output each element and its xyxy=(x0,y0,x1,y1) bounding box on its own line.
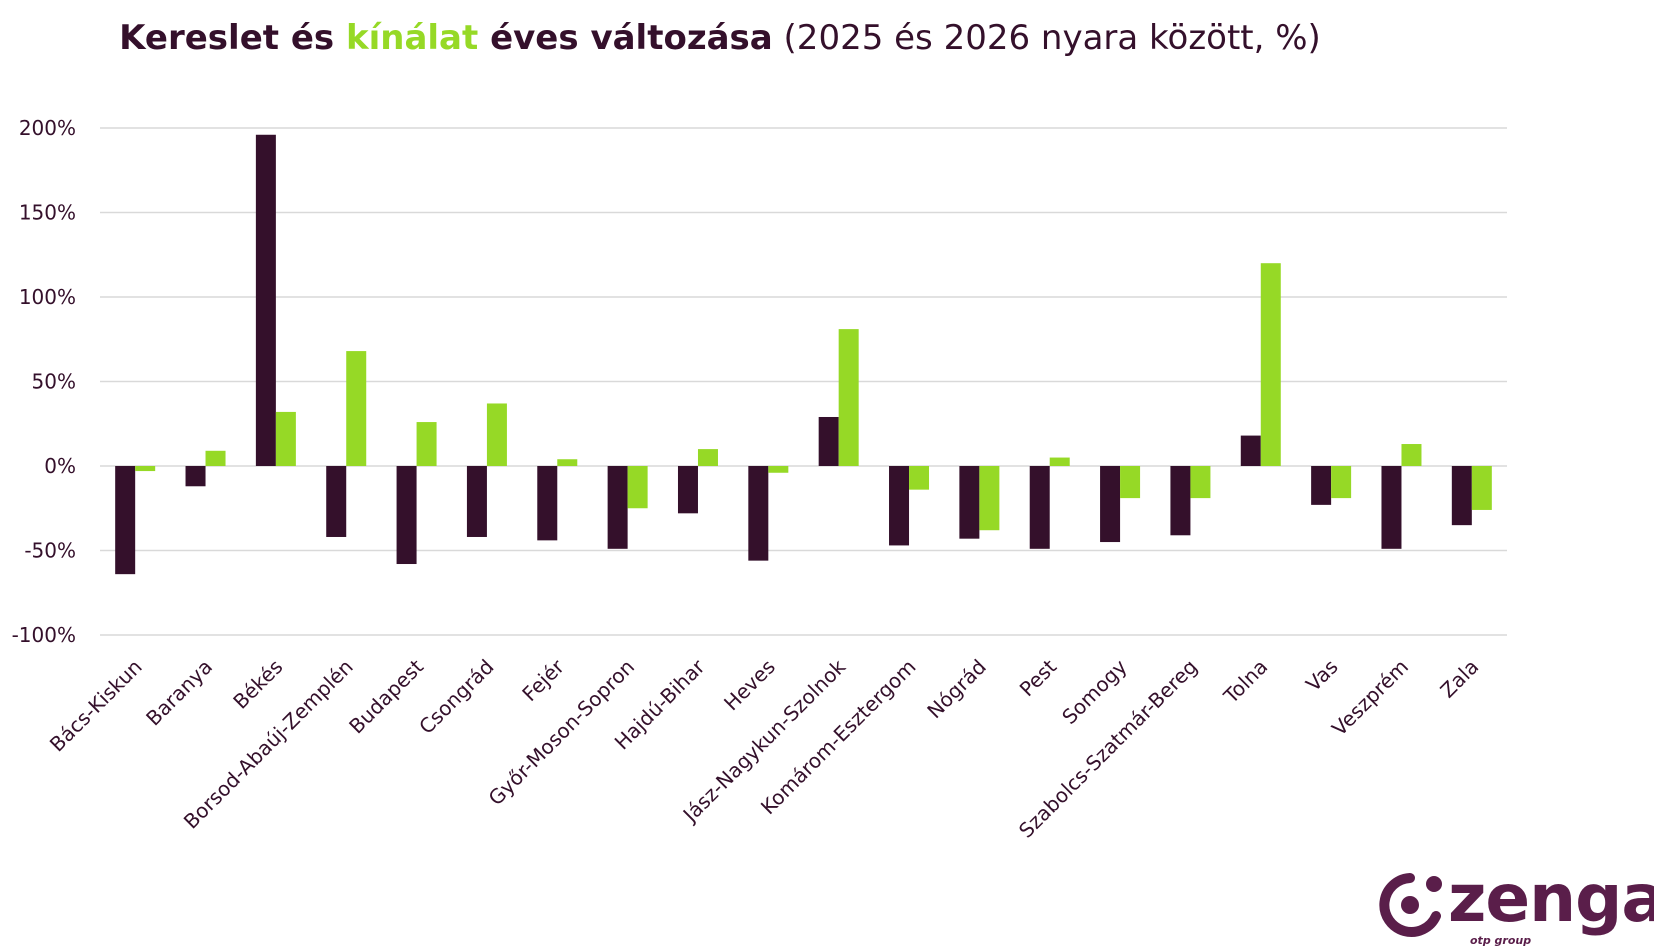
bar-supply xyxy=(768,466,789,473)
y-tick-label: -50% xyxy=(24,539,76,563)
bar-supply xyxy=(1471,466,1492,510)
x-tick-label: Bács-Kiskun xyxy=(45,655,147,757)
bar-supply xyxy=(697,449,718,466)
bar-demand xyxy=(255,134,276,466)
x-tick-label: Csongrád xyxy=(414,655,498,739)
bar-supply xyxy=(1260,263,1281,466)
bar-demand xyxy=(326,466,347,537)
bar-supply xyxy=(416,422,437,466)
bar-supply xyxy=(979,466,1000,531)
x-tick-label: Nógrád xyxy=(922,655,991,724)
bar-supply xyxy=(838,329,859,466)
bar-supply xyxy=(1120,466,1141,499)
bar-demand xyxy=(748,466,769,561)
bar-demand xyxy=(185,466,206,487)
bar-demand xyxy=(115,466,136,575)
bar-supply xyxy=(346,351,367,466)
x-tick-label: Baranya xyxy=(141,655,217,731)
x-tick-label: Fejér xyxy=(517,654,569,706)
y-tick-label: 150% xyxy=(19,201,76,225)
bar-demand xyxy=(1100,466,1121,543)
zenga-logo: zenga otp group xyxy=(1370,860,1654,947)
title-period: (2025 és 2026 nyara között, %) xyxy=(772,18,1321,58)
bar-demand xyxy=(1311,466,1332,505)
bar-supply xyxy=(1331,466,1352,499)
x-tick-label: Vas xyxy=(1301,655,1343,697)
bar-demand xyxy=(818,416,839,466)
bar-demand xyxy=(959,466,980,539)
zenga-logo-icon xyxy=(1379,873,1442,937)
y-tick-label: 200% xyxy=(19,116,76,140)
chart-title: Kereslet és kínálat éves változása (2025… xyxy=(0,18,1440,58)
bar-demand xyxy=(677,466,698,514)
bar-supply xyxy=(909,466,930,490)
bar-demand xyxy=(889,466,910,546)
x-tick-label: Zala xyxy=(1435,655,1483,703)
bar-supply xyxy=(1401,444,1422,466)
bar-supply xyxy=(557,459,578,466)
y-tick-label: 100% xyxy=(19,285,76,309)
y-tick-label: 50% xyxy=(32,370,76,394)
bar-supply xyxy=(627,466,648,509)
x-tick-label: Pest xyxy=(1015,654,1062,701)
logo-wordmark: zenga xyxy=(1448,860,1654,937)
bar-supply xyxy=(275,411,296,466)
y-tick-label: 0% xyxy=(44,454,76,478)
x-tick-label: Tolna xyxy=(1218,655,1272,709)
x-tick-label: Heves xyxy=(719,655,780,716)
x-tick-label: Budapest xyxy=(344,654,428,738)
bar-demand xyxy=(537,466,558,541)
title-demand: Kereslet és xyxy=(119,18,346,58)
bar-demand xyxy=(607,466,628,549)
x-tick-label: Békés xyxy=(228,655,287,714)
title-supply: kínálat xyxy=(345,18,479,58)
bar-supply xyxy=(486,403,507,466)
bar-demand xyxy=(396,466,417,565)
bar-demand xyxy=(1381,466,1402,549)
bar-demand xyxy=(1240,435,1261,466)
x-tick-label: Veszprém xyxy=(1327,655,1413,741)
bar-demand xyxy=(1451,466,1472,526)
bar-supply xyxy=(1049,457,1070,466)
bar-supply xyxy=(135,466,156,472)
logo-subtitle: otp group xyxy=(1470,934,1532,947)
y-tick-label: -100% xyxy=(12,623,76,647)
bar-supply xyxy=(205,450,226,466)
bar-demand xyxy=(466,466,487,537)
bar-supply xyxy=(1190,466,1211,499)
title-change: éves változása xyxy=(478,18,773,58)
bar-demand xyxy=(1170,466,1191,536)
bar-demand xyxy=(1029,466,1050,549)
